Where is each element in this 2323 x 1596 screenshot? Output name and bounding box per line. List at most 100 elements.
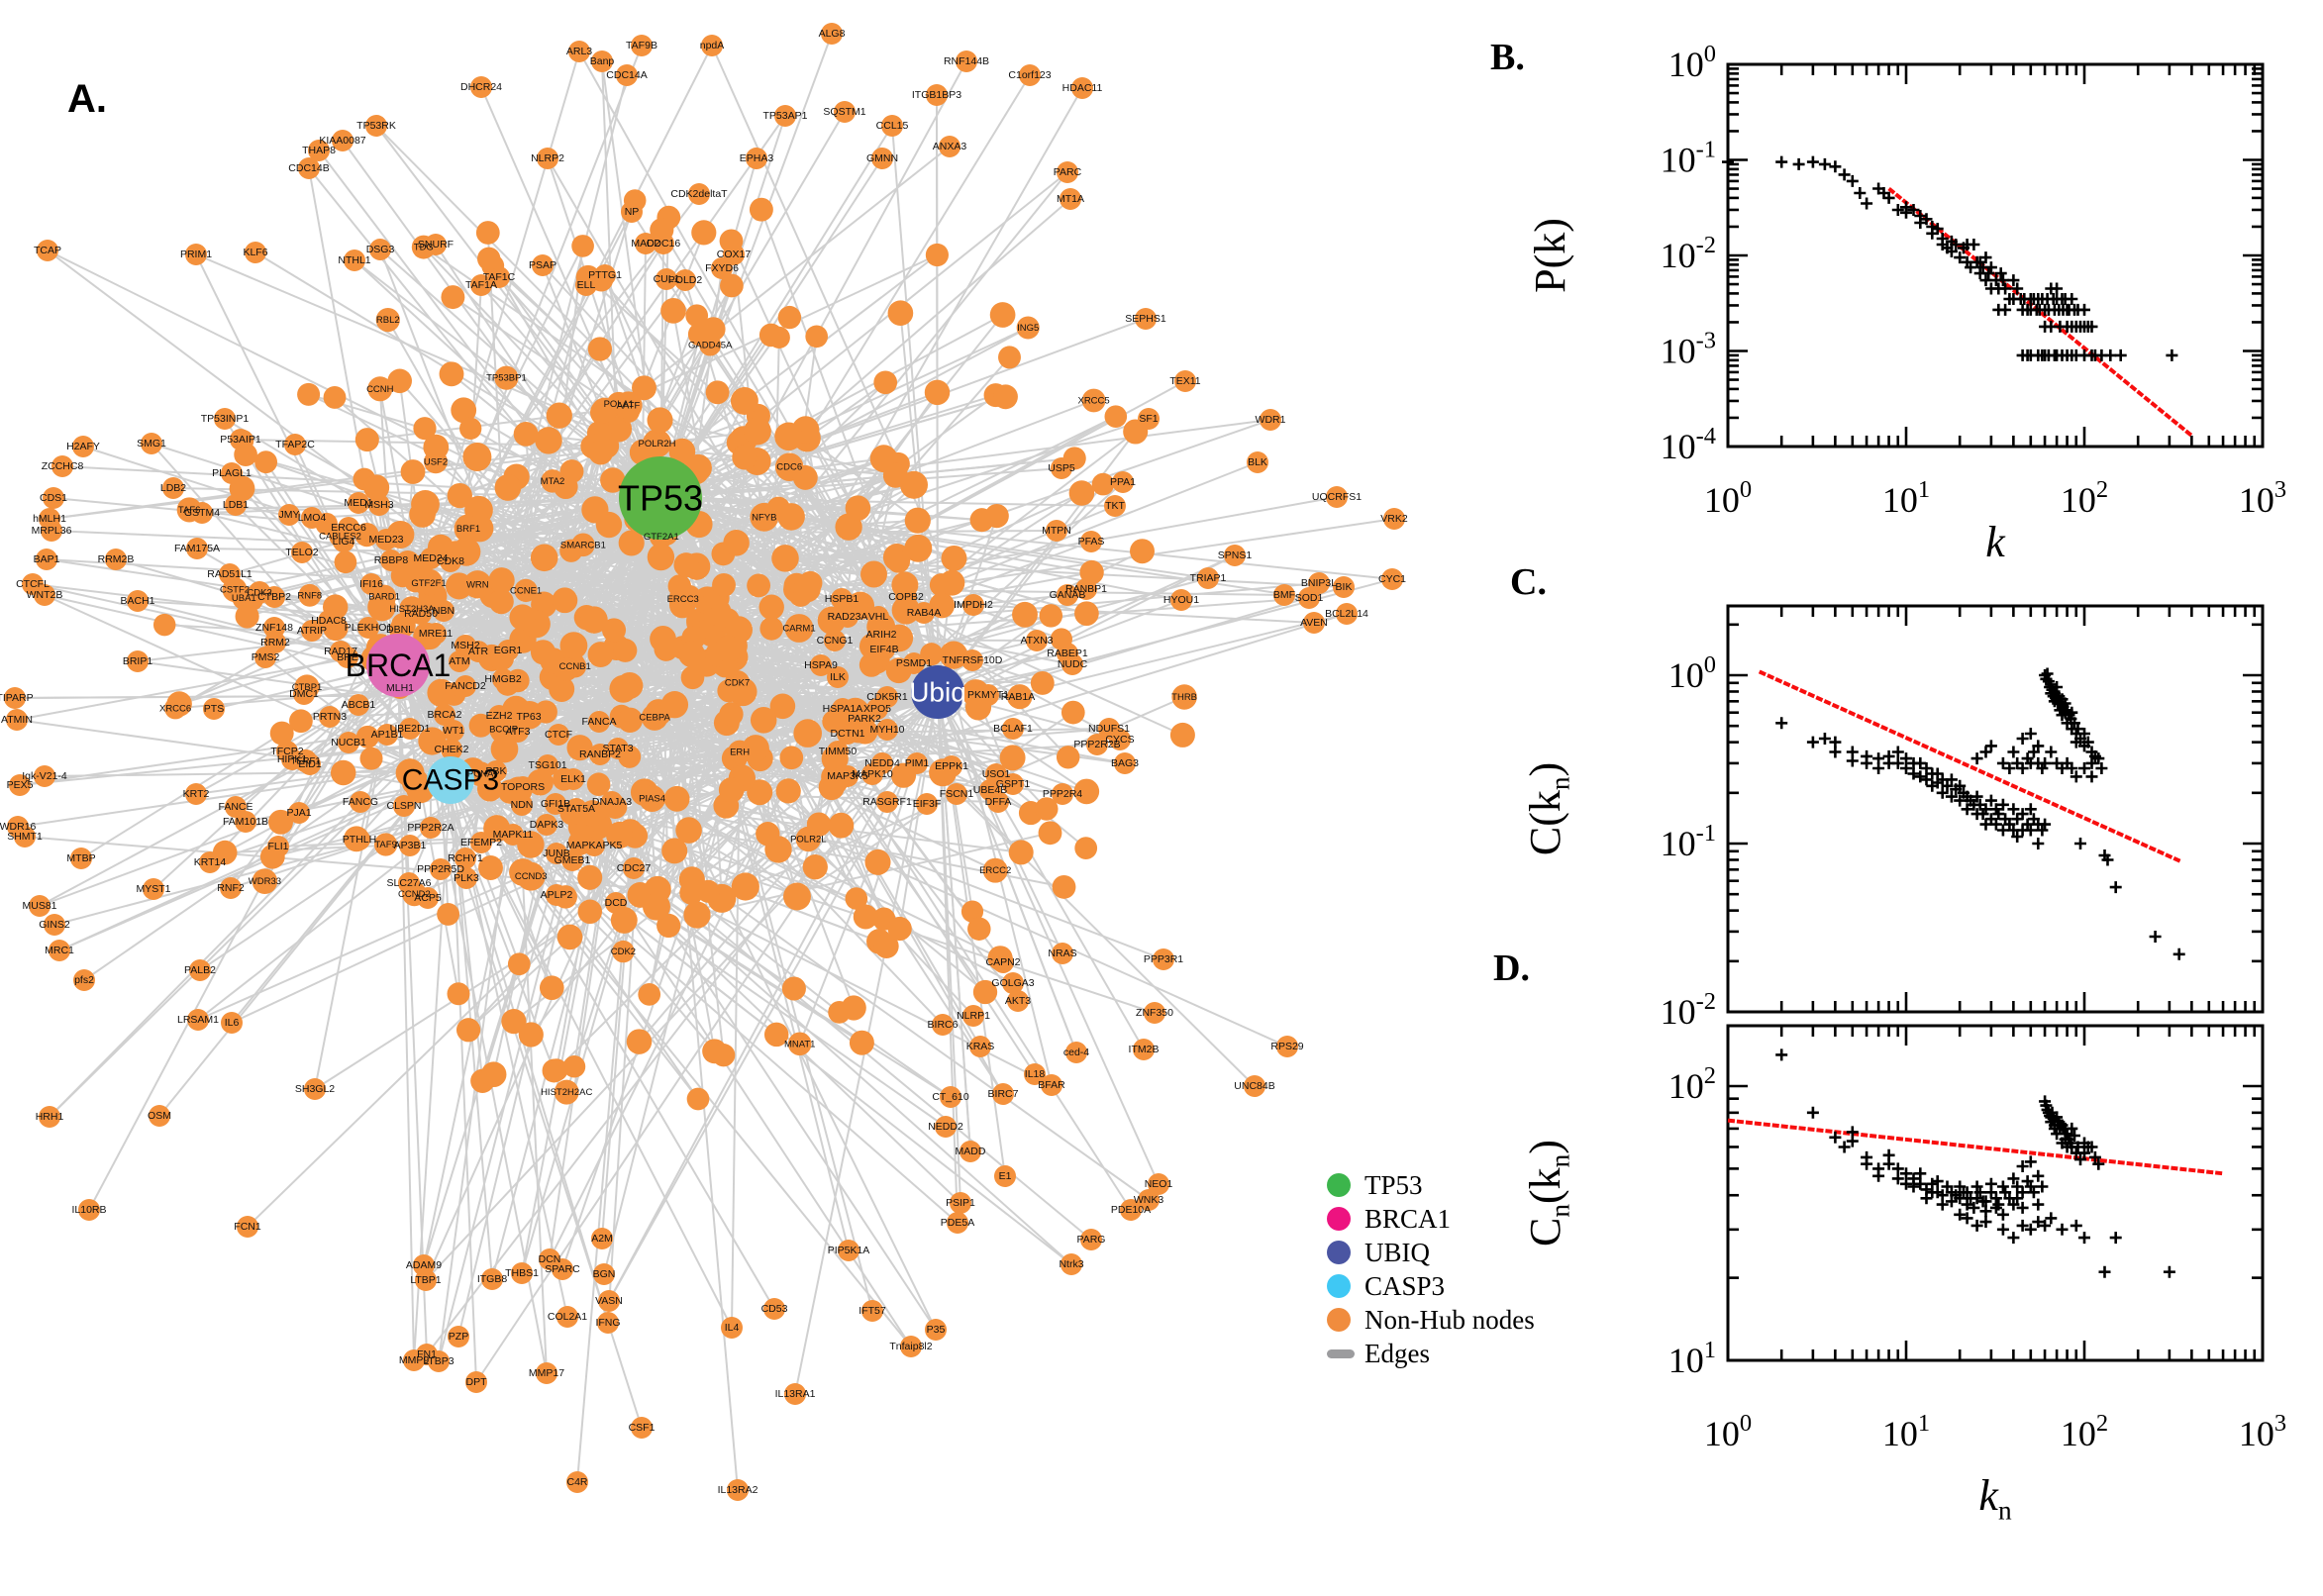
svg-text:ADAM9: ADAM9	[406, 1259, 442, 1271]
svg-text:TERF1: TERF1	[291, 756, 321, 767]
svg-text:IFT57: IFT57	[858, 1305, 886, 1317]
svg-text:HRH1: HRH1	[36, 1111, 64, 1123]
svg-text:WT1: WT1	[443, 725, 464, 737]
svg-text:HSPA1A: HSPA1A	[823, 703, 863, 715]
panel-B: 100 10-1 10-2 10-3 10-4 100 101 102 103 P(k) k B.	[1490, 37, 2286, 566]
svg-text:TP53RK: TP53RK	[356, 120, 396, 132]
axis-ticks	[1726, 1026, 2265, 1362]
svg-text:PPP3R1: PPP3R1	[1144, 953, 1183, 965]
svg-text:COPB2: COPB2	[888, 591, 924, 603]
svg-text:RNF2: RNF2	[217, 882, 245, 894]
svg-text:ERCC2: ERCC2	[979, 865, 1011, 876]
svg-text:ELK1: ELK1	[560, 773, 586, 785]
svg-text:PPA1: PPA1	[1110, 476, 1136, 488]
svg-text:k: k	[1985, 518, 2006, 566]
svg-text:NLRP2: NLRP2	[531, 152, 564, 164]
svg-text:MRE11: MRE11	[419, 628, 453, 640]
svg-text:ATM: ATM	[449, 655, 469, 667]
svg-text:GOLGA3: GOLGA3	[991, 977, 1034, 989]
svg-text:pfs2: pfs2	[74, 974, 94, 986]
svg-text:HDAC11: HDAC11	[1062, 82, 1103, 94]
casp3-swatch-icon	[1327, 1274, 1351, 1298]
svg-text:10-3: 10-3	[1661, 327, 1716, 370]
svg-text:THBS1: THBS1	[505, 1267, 539, 1279]
svg-text:SMG1: SMG1	[137, 438, 166, 449]
svg-text:BAG3: BAG3	[1111, 757, 1139, 769]
panel-C-label: C.	[1510, 561, 1547, 603]
svg-text:NUCB1: NUCB1	[331, 737, 366, 748]
legend-label: CASP3	[1364, 1270, 1446, 1301]
legend-item-tp53: TP53	[1327, 1168, 1535, 1202]
svg-text:PPP2R4: PPP2R4	[1043, 788, 1082, 800]
svg-text:TP53INP1: TP53INP1	[201, 413, 250, 425]
svg-text:103: 103	[2239, 476, 2286, 520]
svg-text:CDS1: CDS1	[40, 492, 67, 504]
svg-text:RBL2: RBL2	[376, 315, 400, 326]
svg-text:MRC1: MRC1	[45, 945, 74, 956]
svg-text:ITGB1BP3: ITGB1BP3	[912, 89, 961, 101]
svg-text:101: 101	[1668, 1337, 1716, 1380]
svg-text:CHEK2: CHEK2	[434, 744, 468, 755]
svg-text:GMNN: GMNN	[866, 152, 898, 164]
svg-text:ERCC3: ERCC3	[667, 594, 699, 605]
svg-text:RRM2B: RRM2B	[98, 553, 135, 565]
svg-text:GFI1B: GFI1B	[541, 798, 570, 810]
svg-text:CARM1: CARM1	[782, 624, 815, 635]
svg-text:HIST2H3A: HIST2H3A	[389, 604, 435, 615]
svg-text:PRTN3: PRTN3	[313, 711, 347, 723]
svg-text:EIF4B: EIF4B	[869, 644, 898, 655]
svg-text:PIM1: PIM1	[905, 757, 930, 769]
svg-text:IFI16: IFI16	[359, 578, 383, 590]
svg-text:HSPA9: HSPA9	[804, 659, 838, 671]
svg-text:ALG8: ALG8	[819, 28, 846, 40]
svg-text:ATXN3: ATXN3	[1020, 635, 1053, 647]
svg-text:TAF1A: TAF1A	[465, 279, 497, 291]
svg-text:BGN: BGN	[593, 1268, 616, 1280]
svg-text:HSPB1: HSPB1	[825, 593, 859, 605]
svg-text:MED24: MED24	[413, 552, 448, 564]
svg-text:BLK: BLK	[1248, 456, 1267, 468]
svg-text:TAF9B: TAF9B	[626, 40, 657, 51]
svg-text:TCAP: TCAP	[34, 245, 61, 256]
svg-text:TIPARP: TIPARP	[0, 692, 34, 704]
svg-text:ELL: ELL	[577, 279, 596, 291]
svg-text:100: 100	[1704, 476, 1752, 520]
svg-text:ARL3: ARL3	[566, 46, 592, 57]
svg-text:TIMM50: TIMM50	[819, 746, 858, 757]
svg-text:MMP9: MMP9	[399, 1354, 429, 1366]
svg-text:PTTG1: PTTG1	[588, 269, 622, 281]
svg-text:IL6: IL6	[225, 1017, 240, 1029]
svg-text:PTHLH: PTHLH	[343, 834, 376, 846]
svg-text:HIST2H2AC: HIST2H2AC	[541, 1087, 592, 1098]
svg-text:PPP2R2A: PPP2R2A	[407, 822, 454, 834]
svg-text:WDR16: WDR16	[0, 821, 37, 833]
svg-text:XRCC6: XRCC6	[159, 703, 191, 714]
svg-text:FXYD6: FXYD6	[705, 262, 739, 274]
svg-text:AP3B1: AP3B1	[394, 840, 427, 851]
svg-text:ABCB1: ABCB1	[342, 699, 376, 711]
svg-text:STAT3: STAT3	[602, 743, 633, 754]
network-nodes	[4, 23, 1405, 1501]
svg-text:MAPKAPK5: MAPKAPK5	[566, 840, 623, 851]
svg-text:LTBP1: LTBP1	[410, 1274, 441, 1286]
svg-text:NRAS: NRAS	[1048, 948, 1076, 959]
svg-text:ZNF350: ZNF350	[1136, 1007, 1173, 1019]
svg-text:FN1: FN1	[417, 1348, 437, 1360]
panel-C: 100 10-1 10-2 C(kn) C.	[1510, 561, 2265, 1032]
svg-text:PLEKHO1: PLEKHO1	[345, 622, 393, 634]
svg-text:PLK3: PLK3	[454, 872, 479, 884]
svg-text:C4R: C4R	[566, 1476, 587, 1488]
svg-text:IL13RA1: IL13RA1	[775, 1388, 816, 1400]
svg-text:MYST1: MYST1	[136, 883, 170, 895]
svg-text:BCCIP: BCCIP	[489, 725, 518, 736]
panel-a-label: A.	[67, 77, 107, 121]
svg-text:10-1: 10-1	[1661, 820, 1716, 863]
svg-text:PEX5: PEX5	[7, 779, 34, 791]
svg-text:CTBP1: CTBP1	[292, 682, 323, 693]
svg-text:BMF: BMF	[1273, 589, 1295, 601]
svg-text:SMARCB1: SMARCB1	[560, 540, 606, 550]
panel-D-label: D.	[1493, 948, 1530, 989]
network-legend: TP53 BRCA1 UBIQ CASP3 Non-Hub nodes Edge…	[1327, 1168, 1535, 1370]
